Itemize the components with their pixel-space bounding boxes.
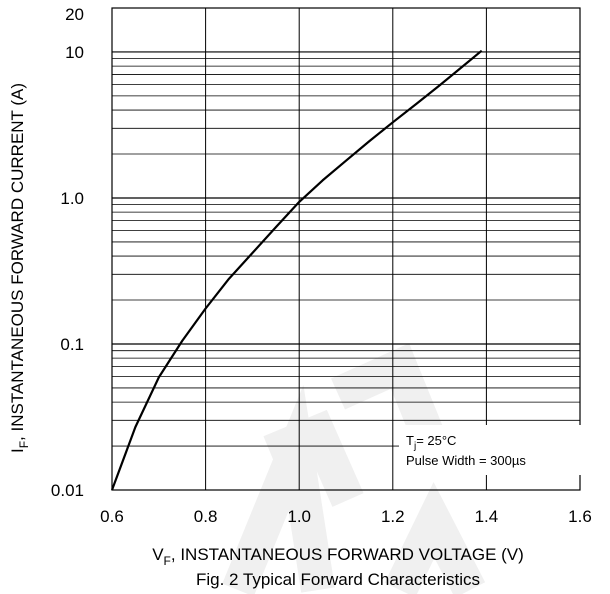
major-grid bbox=[112, 8, 580, 490]
x-tick-label: 0.8 bbox=[194, 507, 218, 526]
x-axis-label: VF, INSTANTANEOUS FORWARD VOLTAGE (V) bbox=[152, 545, 524, 568]
y-tick-labels: 0.01 0.1 1.0 10 20 bbox=[51, 5, 84, 500]
x-tick-labels: 0.6 0.8 1.0 1.2 1.4 1.6 bbox=[100, 507, 592, 526]
y-axis-label: IF, INSTANTANEOUS FORWARD CURRENT (A) bbox=[8, 83, 31, 453]
annotation-box: Tj= 25°C Pulse Width = 300µs bbox=[399, 425, 589, 475]
y-tick-label: 10 bbox=[65, 43, 84, 62]
figure-caption: Fig. 2 Typical Forward Characteristics bbox=[196, 570, 480, 589]
pulse-width-note: Pulse Width = 300µs bbox=[406, 453, 526, 468]
x-tick-label: 1.2 bbox=[381, 507, 405, 526]
x-tick-label: 1.6 bbox=[568, 507, 592, 526]
x-tick-label: 0.6 bbox=[100, 507, 124, 526]
junction-temperature-note: Tj= 25°C bbox=[406, 433, 456, 452]
forward-current-curve bbox=[110, 49, 483, 491]
y-tick-label: 20 bbox=[65, 5, 84, 24]
x-tick-label: 1.0 bbox=[287, 507, 311, 526]
x-tick-label: 1.4 bbox=[475, 507, 499, 526]
plot-frame bbox=[111, 7, 581, 491]
watermark bbox=[222, 343, 486, 594]
y-tick-label: 0.1 bbox=[60, 335, 84, 354]
minor-grid bbox=[112, 58, 580, 447]
y-tick-label: 0.01 bbox=[51, 481, 84, 500]
y-tick-label: 1.0 bbox=[60, 189, 84, 208]
